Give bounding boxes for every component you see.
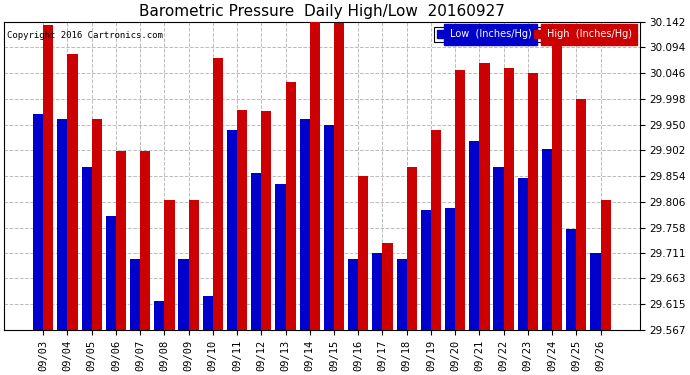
Bar (286, 82, 296, 330)
Bar (358, 176, 368, 330)
Bar (542, 149, 552, 330)
Bar (493, 168, 504, 330)
Bar (445, 208, 455, 330)
Bar (43, 26, 53, 330)
Text: Copyright 2016 Cartronics.com: Copyright 2016 Cartronics.com (8, 31, 164, 40)
Bar (334, 23, 344, 330)
Bar (33, 114, 43, 330)
Bar (154, 302, 164, 330)
Legend: Low  (Inches/Hg), High  (Inches/Hg): Low (Inches/Hg), High (Inches/Hg) (434, 27, 635, 42)
Bar (57, 119, 68, 330)
Bar (480, 63, 490, 330)
Bar (262, 111, 271, 330)
Bar (421, 210, 431, 330)
Bar (251, 173, 262, 330)
Bar (591, 253, 600, 330)
Bar (237, 110, 247, 330)
Bar (566, 229, 576, 330)
Bar (406, 168, 417, 330)
Bar (397, 259, 406, 330)
Bar (179, 259, 188, 330)
Bar (382, 243, 393, 330)
Bar (116, 152, 126, 330)
Bar (188, 200, 199, 330)
Bar (140, 152, 150, 330)
Bar (504, 68, 514, 330)
Bar (164, 200, 175, 330)
Bar (299, 119, 310, 330)
Bar (576, 99, 586, 330)
Bar (92, 119, 102, 330)
Bar (518, 178, 528, 330)
Bar (552, 40, 562, 330)
Bar (130, 259, 140, 330)
Bar (275, 183, 286, 330)
Bar (324, 124, 334, 330)
Bar (431, 130, 441, 330)
Bar (310, 22, 320, 330)
Bar (528, 73, 538, 330)
Bar (227, 130, 237, 330)
Title: Barometric Pressure  Daily High/Low  20160927: Barometric Pressure Daily High/Low 20160… (139, 4, 505, 19)
Bar (373, 253, 382, 330)
Bar (469, 141, 480, 330)
Bar (213, 58, 223, 330)
Bar (203, 296, 213, 330)
Bar (600, 200, 611, 330)
Bar (348, 259, 358, 330)
Bar (68, 54, 78, 330)
Bar (455, 70, 465, 330)
Bar (106, 216, 116, 330)
Bar (81, 168, 92, 330)
